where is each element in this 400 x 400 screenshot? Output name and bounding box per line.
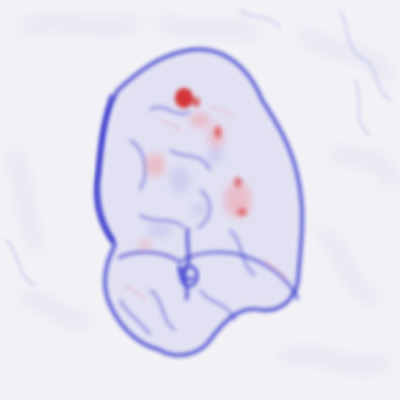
central-structure bbox=[177, 227, 199, 301]
inner-lumps bbox=[148, 145, 223, 238]
background-texture bbox=[7, 17, 398, 369]
left-edge-band bbox=[95, 94, 116, 244]
positive-regions-strong bbox=[175, 88, 247, 216]
inner-blue-structures bbox=[119, 106, 256, 336]
background-texture-fine bbox=[4, 9, 393, 286]
blob-interior bbox=[95, 49, 303, 356]
lower-lobe-contour bbox=[117, 250, 300, 301]
positive-filaments bbox=[124, 104, 287, 301]
